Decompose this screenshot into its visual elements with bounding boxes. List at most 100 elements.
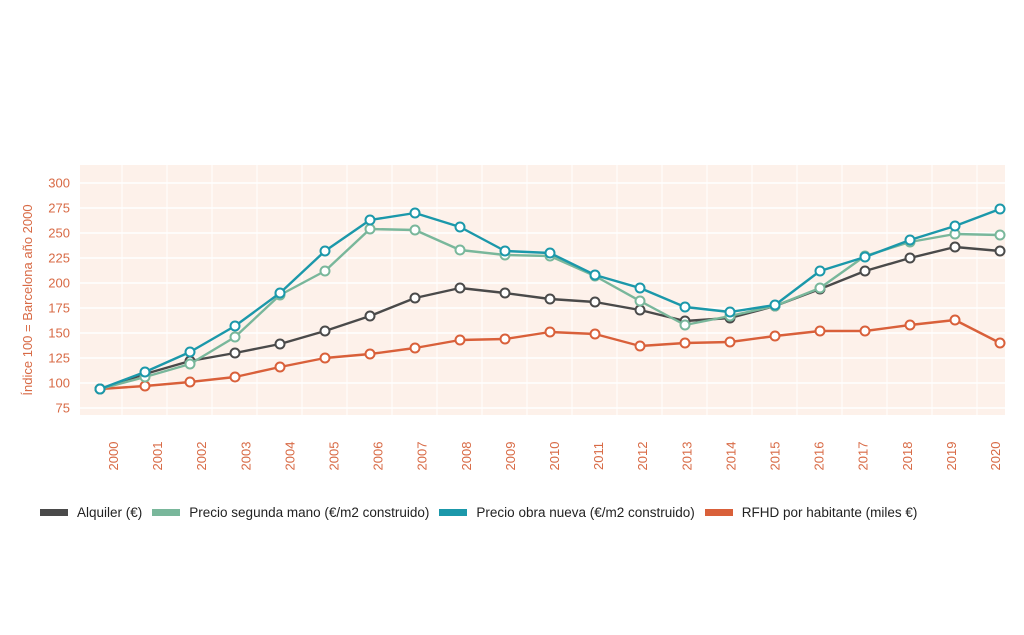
x-tick-label: 2012 xyxy=(635,442,650,471)
data-point xyxy=(859,325,871,337)
y-tick-label: 250 xyxy=(48,226,70,241)
data-point xyxy=(364,310,376,322)
data-point xyxy=(409,207,421,219)
data-point xyxy=(139,380,151,392)
legend-item: Precio obra nueva (€/m2 construido) xyxy=(439,504,695,520)
data-point xyxy=(589,296,601,308)
data-point xyxy=(994,337,1006,349)
legend-item: Alquiler (€) xyxy=(40,505,142,520)
x-tick-label: 2013 xyxy=(679,442,694,471)
data-point xyxy=(859,265,871,277)
data-point xyxy=(589,328,601,340)
data-point xyxy=(364,214,376,226)
x-tick-label: 2019 xyxy=(944,442,959,471)
data-point xyxy=(949,220,961,232)
legend-label: RFHD por habitante (miles €) xyxy=(741,504,918,520)
data-point xyxy=(814,265,826,277)
data-point xyxy=(994,245,1006,257)
legend-swatch xyxy=(439,508,468,516)
data-point xyxy=(679,337,691,349)
series-2 xyxy=(94,203,1006,395)
series-3 xyxy=(94,314,1006,395)
x-tick-label: 2020 xyxy=(988,442,1003,471)
data-point xyxy=(724,306,736,318)
data-point xyxy=(364,348,376,360)
y-tick-label: 200 xyxy=(48,276,70,291)
x-tick-label: 2001 xyxy=(150,442,165,471)
data-point xyxy=(139,366,151,378)
data-point xyxy=(634,282,646,294)
data-point xyxy=(274,338,286,350)
data-point xyxy=(184,346,196,358)
series-layer xyxy=(94,203,1006,395)
x-tick-label: 2006 xyxy=(371,442,386,471)
plot-background xyxy=(80,165,1005,415)
data-point xyxy=(499,287,511,299)
data-point xyxy=(409,224,421,236)
data-point xyxy=(94,383,106,395)
x-axis-ticks: 2000 2001 2002 2003 2004 2005 2006 2007 2008 2009… xyxy=(106,442,1003,471)
data-point xyxy=(859,251,871,263)
data-point xyxy=(454,334,466,346)
data-point xyxy=(454,282,466,294)
data-point xyxy=(904,252,916,264)
data-point xyxy=(454,244,466,256)
legend-label: Alquiler (€) xyxy=(77,504,143,520)
data-point xyxy=(184,358,196,370)
x-tick-label: 2002 xyxy=(194,442,209,471)
x-tick-label: 2008 xyxy=(459,442,474,471)
y-tick-label: 75 xyxy=(56,401,70,416)
data-point xyxy=(319,325,331,337)
data-point xyxy=(364,223,376,235)
x-tick-label: 2004 xyxy=(282,442,297,471)
data-point xyxy=(229,320,241,332)
data-point xyxy=(499,333,511,345)
data-point xyxy=(229,347,241,359)
legend-label: Precio segunda mano (€/m2 construido) xyxy=(189,504,430,520)
x-tick-label: 2018 xyxy=(900,442,915,471)
data-point xyxy=(994,203,1006,215)
x-tick-label: 2010 xyxy=(547,442,562,471)
y-axis-ticks: 75 100 125 150 175 200 225 250 275 300 xyxy=(48,176,70,416)
data-point xyxy=(229,371,241,383)
x-tick-label: 2009 xyxy=(503,442,518,471)
legend-label: Precio obra nueva (€/m2 construido) xyxy=(476,504,695,520)
data-point xyxy=(949,241,961,253)
y-tick-label: 150 xyxy=(48,326,70,341)
x-tick-label: 2014 xyxy=(723,442,738,471)
data-point xyxy=(409,342,421,354)
data-point xyxy=(184,376,196,388)
data-point xyxy=(634,304,646,316)
x-tick-label: 2016 xyxy=(812,442,827,471)
data-point xyxy=(274,287,286,299)
x-tick-label: 2011 xyxy=(591,442,606,470)
x-tick-label: 2005 xyxy=(327,442,342,471)
data-point xyxy=(544,293,556,305)
data-point xyxy=(634,295,646,307)
data-point xyxy=(544,326,556,338)
legend-swatch xyxy=(704,508,733,516)
data-point xyxy=(454,221,466,233)
legend: Alquiler (€) Precio segunda mano (€/m2 co… xyxy=(40,500,1020,524)
data-point xyxy=(229,331,241,343)
x-tick-label: 2000 xyxy=(106,442,121,471)
y-tick-label: 100 xyxy=(48,376,70,391)
data-point xyxy=(994,229,1006,241)
y-tick-label: 125 xyxy=(48,351,70,366)
data-point xyxy=(499,245,511,257)
data-point xyxy=(814,282,826,294)
y-tick-label: 175 xyxy=(48,301,70,316)
data-point xyxy=(769,299,781,311)
x-tick-label: 2017 xyxy=(856,442,871,471)
data-point xyxy=(319,265,331,277)
legend-swatch xyxy=(152,508,181,516)
data-point xyxy=(634,340,646,352)
data-point xyxy=(724,336,736,348)
legend-swatch xyxy=(40,508,68,516)
x-tick-label: 2003 xyxy=(238,442,253,471)
x-tick-label: 2015 xyxy=(768,442,783,471)
y-tick-label: 300 xyxy=(48,176,70,191)
legend-item: RFHD por habitante (miles €) xyxy=(704,504,918,520)
data-point xyxy=(409,292,421,304)
data-point xyxy=(679,319,691,331)
